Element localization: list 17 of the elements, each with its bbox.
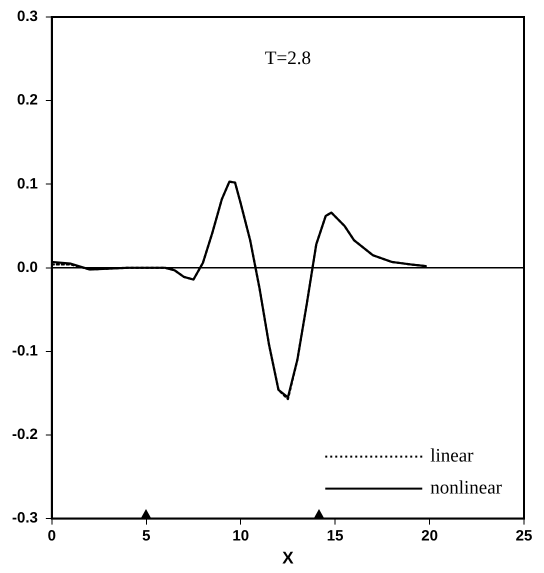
x-tick-label: 5	[142, 528, 150, 545]
y-tick-label: -0.3	[12, 510, 38, 527]
y-tick-label: 0.0	[16, 258, 38, 276]
x-tick-label: 20	[421, 528, 438, 545]
y-tick-label: 0.1	[16, 175, 38, 192]
x-tick-label: 10	[232, 528, 250, 545]
text: T=2.8	[264, 48, 311, 69]
x-axis-title: X	[282, 548, 294, 568]
y-tick-label: 0.2	[16, 92, 38, 109]
x-tick-label: 15	[326, 528, 344, 545]
y-tick-label: -0.1	[12, 342, 38, 360]
y-tick-label: -0.2	[12, 426, 38, 444]
y-tick-label: 0.3	[16, 8, 38, 26]
x-tick-label: 25	[516, 528, 532, 545]
text: linear	[430, 446, 474, 467]
text: nonlinear	[430, 478, 503, 499]
x-tick-label: 0	[48, 528, 56, 545]
